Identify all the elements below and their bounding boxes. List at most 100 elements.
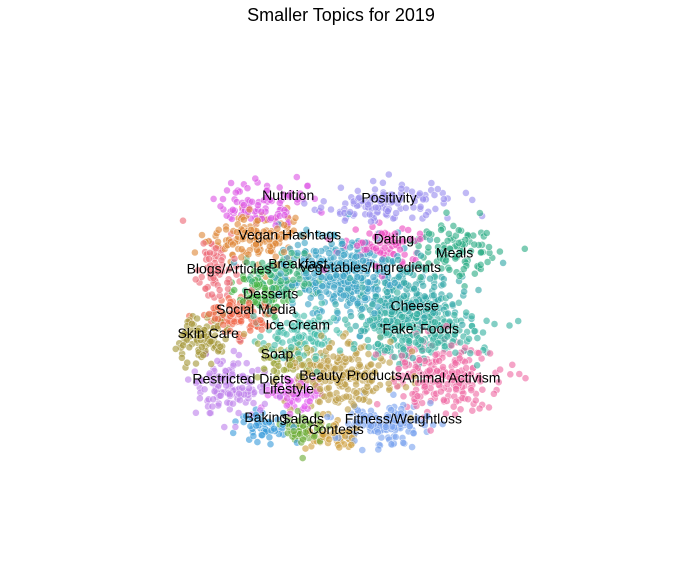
scatter-point-restricted-diets (249, 399, 258, 407)
scatter-point--fake-foods (357, 312, 366, 321)
topic-label-nutrition: Nutrition (262, 187, 314, 203)
topic-label-cheese: Cheese (390, 298, 438, 314)
scatter-point-positivity (367, 217, 375, 226)
scatter-point-animal-activism (398, 351, 406, 360)
scatter-point-restricted-diets (210, 387, 219, 396)
scatter-point-cheese (448, 300, 457, 309)
scatter-point-animal-activism (515, 370, 524, 378)
scatter-point-positivity (317, 203, 325, 212)
scatter-point-animal-activism (373, 400, 382, 409)
scatter-point-vegetables-ingredients (311, 247, 320, 256)
scatter-point-vegan-hashtags (253, 216, 262, 225)
scatter-point-beauty-products (385, 358, 394, 367)
scatter-point-animal-activism (478, 385, 487, 394)
scatter-point-beauty-products (317, 331, 326, 340)
scatter-point-animal-activism (447, 341, 456, 350)
scatter-point-fitness-weightloss (438, 420, 447, 428)
scatter-point-meals (449, 221, 458, 230)
scatter-point-fitness-weightloss (399, 438, 408, 447)
scatter-point-vegetables-ingredients (339, 291, 348, 300)
scatter-point-positivity (384, 170, 393, 179)
scatter-point-animal-activism (415, 356, 424, 364)
scatter-point-meals (476, 248, 485, 257)
scatter-point-positivity (392, 209, 400, 217)
scatter-point--fake-foods (482, 316, 491, 325)
scatter-point-vegan-hashtags (214, 225, 223, 234)
scatter-point-meals (454, 226, 463, 235)
scatter-point-breakfast (276, 277, 285, 286)
scatter-point-salads (298, 454, 307, 462)
scatter-point-beauty-products (339, 332, 348, 341)
scatter-point-contests (347, 440, 356, 449)
topic-label-lifestyle: Lifestyle (263, 380, 315, 396)
scatter-point-vegetables-ingredients (361, 294, 369, 302)
scatter-point-cheese (444, 309, 452, 318)
scatter-point--fake-foods (365, 316, 374, 325)
scatter-point-fitness-weightloss (409, 429, 418, 437)
scatter-point-vegan-hashtags (214, 237, 222, 246)
scatter-point-positivity (378, 178, 387, 187)
topic-label-blogs-articles: Blogs/Articles (187, 260, 272, 276)
scatter-point-vegan-hashtags (190, 248, 199, 257)
scatter-point-meals (444, 229, 453, 238)
scatter-point-nutrition (223, 186, 231, 195)
scatter-point-nutrition (216, 202, 225, 211)
scatter-point-restricted-diets (234, 409, 243, 417)
scatter-point-positivity (416, 202, 425, 211)
scatter-point-fitness-weightloss (323, 412, 332, 421)
scatter-point-restricted-diets (208, 402, 217, 411)
scatter-point--fake-foods (514, 317, 523, 325)
scatter-point-cheese (408, 354, 417, 362)
scatter-point--fake-foods (505, 321, 514, 330)
scatter-point-meals (483, 258, 492, 266)
scatter-point-meals (470, 269, 479, 278)
scatter-point-positivity (300, 199, 309, 208)
scatter-point-cheese (439, 280, 448, 289)
scatter-point-beauty-products (350, 401, 358, 410)
scatter-point-dating (396, 245, 404, 254)
scatter-point-vegan-hashtags (228, 240, 237, 249)
scatter-point-cheese (358, 283, 367, 292)
scatter-point-dating (416, 235, 425, 244)
scatter-point--fake-foods (380, 346, 389, 355)
scatter-point-cheese (357, 327, 366, 335)
scatter-point-animal-activism (521, 374, 530, 383)
scatter-point-vegetables-ingredients (305, 286, 313, 295)
scatter-point-vegan-hashtags (222, 225, 230, 234)
scatter-point-positivity (408, 213, 417, 222)
scatter-point-beauty-products (325, 343, 334, 352)
scatter-point-skin-care (179, 341, 188, 350)
scatter-point-positivity (439, 195, 448, 203)
topic-label-desserts: Desserts (243, 286, 298, 302)
scatter-point-meals (476, 260, 485, 269)
topic-label-skin-care: Skin Care (177, 325, 239, 341)
scatter-point-cheese (400, 278, 408, 287)
scatter-point-desserts (230, 286, 239, 294)
topic-label-vegan-hashtags: Vegan Hashtags (238, 227, 341, 243)
scatter-point-positivity (433, 185, 442, 193)
scatter-point-vegetables-ingredients (346, 243, 355, 252)
scatter-point-animal-activism (426, 426, 435, 435)
scatter-point-vegetables-ingredients (306, 293, 315, 302)
scatter-point-blogs-articles (179, 216, 187, 225)
scatter-point-cheese (368, 300, 377, 309)
scatter-point-vegetables-ingredients (373, 285, 382, 294)
scatter-point-restricted-diets (229, 361, 238, 370)
scatter-point-animal-activism (436, 387, 445, 396)
scatter-point-baking (258, 431, 266, 440)
scatter-point-vegan-hashtags (237, 245, 246, 254)
scatter-point-positivity (415, 189, 424, 198)
scatter-point-positivity (327, 205, 335, 214)
scatter-point-ice-cream (311, 354, 320, 363)
scatter-point-restricted-diets (216, 391, 225, 400)
scatter-point-positivity (336, 183, 345, 192)
scatter-point-positivity (461, 188, 470, 197)
scatter-point-lifestyle (305, 397, 314, 406)
scatter-point-fitness-weightloss (374, 445, 383, 454)
scatter-point--fake-foods (364, 343, 373, 352)
scatter-point-vegetables-ingredients (317, 293, 325, 301)
scatter-point--fake-foods (451, 348, 460, 357)
scatter-point-fitness-weightloss (426, 399, 435, 407)
scatter-point-meals (424, 243, 433, 252)
scatter-point--fake-foods (490, 320, 499, 328)
